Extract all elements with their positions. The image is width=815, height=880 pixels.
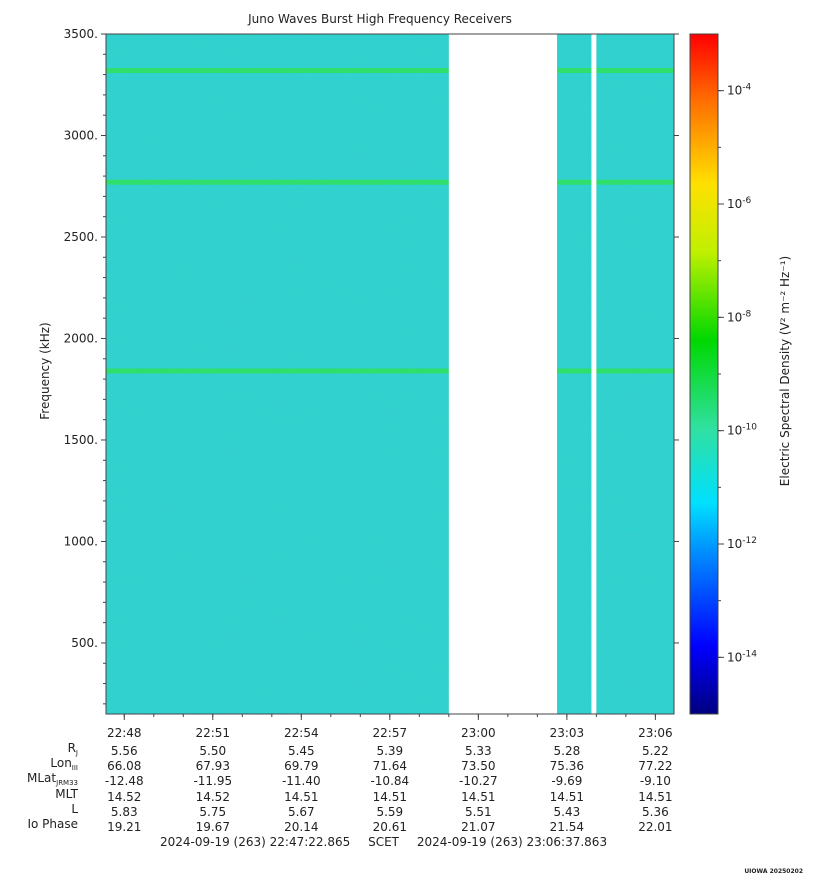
y-tick-label: 3500. bbox=[64, 27, 98, 41]
y-tick-label: 2500. bbox=[64, 230, 98, 244]
ephemeris-row-label: RJ bbox=[67, 741, 78, 757]
ephemeris-value: 5.22 bbox=[642, 744, 669, 758]
ephemeris-value: 5.56 bbox=[110, 744, 138, 758]
ephemeris-value: -9.10 bbox=[639, 774, 671, 789]
ephemeris-value: -10.84 bbox=[370, 774, 410, 789]
time-range-footer: 2024-09-19 (263) 22:47:22.865 SCET 2024-… bbox=[160, 835, 630, 849]
chart-title: Juno Waves Burst High Frequency Receiver… bbox=[248, 12, 512, 26]
plot-area bbox=[106, 34, 674, 714]
y-tick-label: 3000. bbox=[64, 128, 98, 142]
emission-line bbox=[106, 179, 674, 185]
colorbar-gradient bbox=[689, 33, 719, 715]
ephemeris-value: 75.36 bbox=[549, 759, 585, 774]
x-tick-label: 22:57 bbox=[373, 726, 408, 740]
emission-line bbox=[106, 368, 674, 374]
colorbar-tick-label: 10-8 bbox=[727, 309, 752, 324]
ephemeris-value: 14.51 bbox=[549, 789, 585, 804]
ephemeris-value: 73.50 bbox=[461, 759, 496, 774]
ephemeris-value: 14.51 bbox=[372, 789, 407, 804]
ephemeris-value: 5.67 bbox=[287, 804, 315, 819]
ephemeris-value: 67.93 bbox=[195, 759, 230, 774]
ephemeris-value: 5.43 bbox=[553, 804, 581, 819]
ephemeris-value: 5.36 bbox=[642, 804, 669, 819]
ephemeris-value: 5.59 bbox=[376, 804, 404, 819]
ephemeris-value: 14.52 bbox=[107, 789, 142, 804]
ephemeris-value: 22.01 bbox=[638, 820, 673, 834]
ephemeris-row-label: LonIII bbox=[50, 756, 78, 773]
ephemeris-value: 5.50 bbox=[199, 744, 227, 758]
ephemeris-value: 20.61 bbox=[372, 820, 407, 834]
x-tick-label: 23:06 bbox=[638, 726, 673, 740]
x-tick-label: 22:51 bbox=[195, 726, 230, 740]
ephemeris-value: 66.08 bbox=[107, 759, 142, 774]
colorbar-tick-label: 10-14 bbox=[727, 649, 757, 664]
x-tick-label: 22:48 bbox=[107, 726, 142, 740]
emission-line bbox=[106, 68, 674, 74]
ephemeris-value: 5.33 bbox=[464, 744, 492, 758]
end-time: 2024-09-19 (263) 23:06:37.863 bbox=[416, 835, 608, 849]
ephemeris-row-label: MLT bbox=[55, 786, 78, 801]
ephemeris-value: -11.40 bbox=[281, 774, 321, 789]
y-tick-label: 1500. bbox=[64, 433, 98, 447]
colorbar: 10-4 10-6 10-8 10-10 10-12 10-14 bbox=[689, 33, 757, 715]
ephemeris-value: 69.79 bbox=[284, 759, 319, 774]
ephemeris-row-label: Io Phase bbox=[27, 817, 78, 831]
ephemeris-row-label: L bbox=[71, 801, 78, 816]
colorbar-tick-label: 10-12 bbox=[727, 536, 757, 551]
ephemeris-value: 71.64 bbox=[372, 759, 407, 774]
colorbar-tick-label: 10-4 bbox=[727, 83, 752, 98]
ephemeris-value: -9.69 bbox=[551, 774, 583, 789]
ephemeris-value: -12.48 bbox=[104, 774, 144, 789]
ephemeris-value: 14.51 bbox=[461, 789, 496, 804]
data-gap bbox=[591, 34, 597, 714]
x-tick-label: 23:03 bbox=[550, 726, 585, 740]
scet-label: SCET bbox=[368, 835, 399, 849]
colorbar-tick-label: 10-10 bbox=[727, 423, 757, 438]
colorbar-label: Electric Spectral Density (V² m⁻² Hz⁻¹) bbox=[778, 255, 792, 487]
ephemeris-value: 5.51 bbox=[464, 804, 492, 819]
ephemeris-value: 5.28 bbox=[553, 744, 581, 758]
y-tick-label: 500. bbox=[71, 636, 98, 650]
ephemeris-row-label: MLatJRM33 bbox=[27, 771, 78, 788]
ephemeris-value: 14.52 bbox=[195, 789, 230, 804]
ephemeris-value: 5.45 bbox=[287, 744, 315, 758]
ephemeris-value: 19.67 bbox=[195, 820, 230, 834]
ephemeris-value: 14.51 bbox=[638, 789, 673, 804]
ephemeris-value: 5.75 bbox=[199, 804, 227, 819]
ephemeris-value: 19.21 bbox=[107, 820, 142, 834]
ephemeris-value: 14.51 bbox=[284, 789, 319, 804]
ephemeris-value: 21.54 bbox=[549, 820, 585, 834]
noise-texture bbox=[106, 34, 674, 714]
y-tick-label: 1000. bbox=[64, 534, 98, 548]
ephemeris-value: -11.95 bbox=[193, 774, 233, 789]
colorbar-tick-label: 10-6 bbox=[727, 196, 752, 211]
x-tick-label: 23:00 bbox=[461, 726, 496, 740]
ephemeris-value: -10.27 bbox=[458, 774, 498, 789]
data-gap bbox=[448, 34, 558, 714]
ephemeris-value: 5.83 bbox=[110, 804, 138, 819]
x-tick-label: 22:54 bbox=[284, 726, 319, 740]
y-tick-label: 2000. bbox=[64, 331, 98, 345]
credit-label: UIOWA 20250202 bbox=[744, 868, 803, 875]
ephemeris-value: 20.14 bbox=[284, 820, 319, 834]
ephemeris-value: 21.07 bbox=[461, 820, 496, 834]
start-time: 2024-09-19 (263) 22:47:22.865 bbox=[160, 835, 351, 849]
ephemeris-value: 5.39 bbox=[376, 744, 404, 758]
ephemeris-value: 77.22 bbox=[638, 759, 673, 774]
